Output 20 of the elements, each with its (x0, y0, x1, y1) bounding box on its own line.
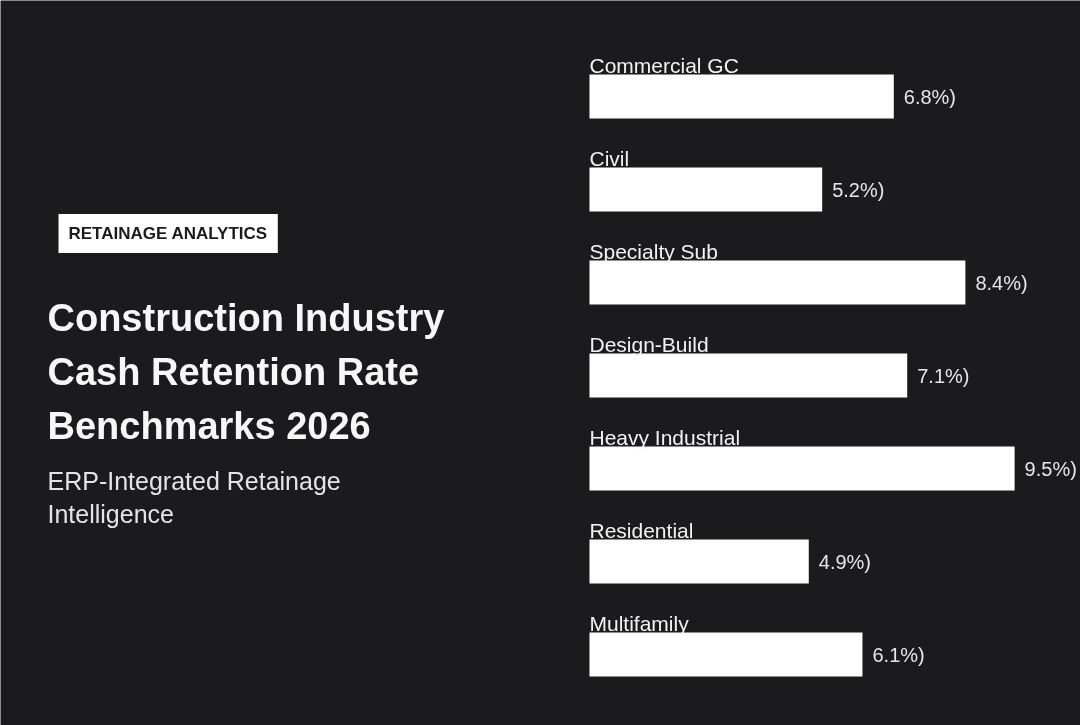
text: RETAINAGE ANALYTICS (68, 224, 268, 243)
bar (589, 74, 894, 119)
y-tick-label: Civil (589, 147, 630, 170)
data-label: 6.1%) (872, 643, 925, 666)
data-label: 4.9%) (818, 550, 872, 573)
bar (589, 539, 809, 584)
y-tick-label: Commercial GC (589, 54, 739, 77)
y-tick-label: Multifamily (589, 612, 690, 635)
data-label: 5.2%) (832, 178, 885, 201)
y-tick-label: Heavy Industrial (589, 426, 741, 449)
data-label: 7.1%) (917, 364, 970, 387)
data-label: 6.8%) (903, 85, 957, 108)
y-tick-label: Specialty Sub (589, 240, 718, 263)
y-tick-label: Residential (589, 519, 694, 542)
y-tick-label: Design-Build (589, 333, 709, 356)
data-label: 9.5%) (1024, 457, 1077, 480)
bar (589, 167, 823, 212)
text: ERP-Integrated Retainage Intelligence (47, 466, 341, 528)
data-label: 8.4%) (975, 271, 1028, 294)
text: Construction Industry Cash Retention Rate Benchmarks 2026 (47, 296, 445, 447)
